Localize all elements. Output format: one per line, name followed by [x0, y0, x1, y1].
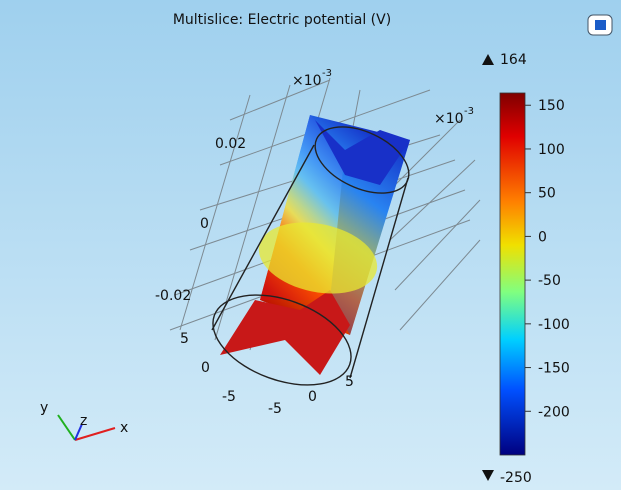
colorbar-tick-label: -200	[538, 404, 570, 420]
colorbar-tick-label: 0	[538, 229, 547, 245]
colorbar-tick-label: -50	[538, 273, 561, 289]
y-tick-label: -5	[222, 389, 236, 405]
triad-y: y	[40, 400, 48, 416]
colorbar-tick-label: -100	[538, 317, 570, 333]
z-tick-label: 0	[200, 216, 209, 232]
plot-window: Multislice: Electric potential (V) ×10 -…	[0, 0, 621, 490]
y-scale-exponent: -3	[464, 106, 474, 117]
colorbar-tick-label: 50	[538, 186, 556, 202]
z-tick-label: 0.02	[215, 136, 246, 152]
z-tick-label: -0.02	[155, 288, 191, 304]
colorbar-max: 164	[500, 52, 527, 68]
page: Multislice: Electric potential (V) ×10 -…	[0, 0, 621, 490]
colorbar-gradient	[500, 93, 525, 455]
z-scale-exponent: -3	[322, 68, 332, 79]
x-tick-label: -5	[268, 401, 282, 417]
x-tick-label: 0	[308, 389, 317, 405]
colorbar-tick-label: 100	[538, 142, 565, 158]
colorbar-tick-label: -150	[538, 361, 570, 377]
colorbar-min: -250	[500, 470, 532, 486]
y-scale-base: ×10	[434, 111, 464, 127]
y-tick-label: 0	[201, 360, 210, 376]
view-icon[interactable]	[588, 15, 612, 35]
colorbar-tick-label: 150	[538, 98, 565, 114]
triad-x: x	[120, 420, 128, 436]
triad-z: z	[80, 413, 87, 429]
y-tick-label: 5	[180, 331, 189, 347]
x-tick-label: 5	[345, 374, 354, 390]
z-scale-base: ×10	[292, 73, 322, 89]
plot-title: Multislice: Electric potential (V)	[173, 12, 391, 28]
